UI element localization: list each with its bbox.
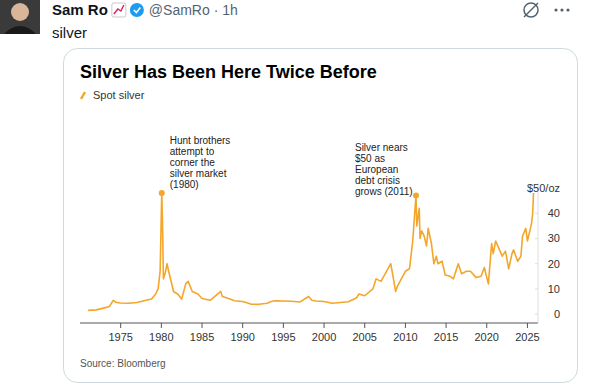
x-tick bbox=[405, 323, 406, 328]
annotation-dot bbox=[159, 190, 165, 196]
avatar-bg bbox=[0, 0, 40, 34]
x-tick-label: 1980 bbox=[149, 331, 173, 343]
badge-circle bbox=[130, 3, 144, 17]
handle: @SamRo · 1h bbox=[149, 2, 238, 18]
grok-icon[interactable] bbox=[524, 3, 538, 17]
more-dot bbox=[566, 8, 569, 11]
chart-title: Silver Has Been Here Twice Before bbox=[80, 62, 377, 82]
x-tick-label: 1990 bbox=[230, 331, 254, 343]
annotation-text: Hunt brothers bbox=[170, 135, 231, 146]
x-tick bbox=[324, 323, 325, 328]
x-tick-label: 1975 bbox=[108, 331, 132, 343]
y-tick-label: 40 bbox=[548, 207, 560, 219]
annotation-text: European bbox=[355, 164, 398, 175]
x-tick-label: 2000 bbox=[312, 331, 336, 343]
y-tick bbox=[535, 213, 538, 214]
annotation-text: Silver nears bbox=[355, 142, 408, 153]
verified-badge bbox=[130, 3, 144, 17]
more-dot bbox=[560, 8, 563, 11]
annotation-text: corner the bbox=[170, 157, 215, 168]
x-axis bbox=[80, 323, 538, 324]
annotation-text: attempt to bbox=[170, 146, 215, 157]
series-line bbox=[88, 193, 533, 310]
emoji-line bbox=[114, 5, 124, 14]
annotation-text: $50 as bbox=[355, 153, 385, 164]
x-tick-label: 2020 bbox=[475, 331, 499, 343]
legend-swatch bbox=[81, 92, 85, 99]
avatar-body bbox=[4, 26, 36, 34]
media-card[interactable] bbox=[64, 49, 578, 383]
annotation-dot bbox=[413, 193, 419, 199]
x-tick bbox=[446, 323, 447, 328]
x-tick-label: 1995 bbox=[271, 331, 295, 343]
y-axis bbox=[538, 183, 539, 323]
y-tick bbox=[535, 263, 538, 264]
x-tick-label: 1985 bbox=[190, 331, 214, 343]
post-text: silver bbox=[52, 24, 87, 41]
y-tick-label: 20 bbox=[548, 258, 560, 270]
x-tick bbox=[364, 323, 365, 328]
author-name[interactable]: Sam Ro bbox=[52, 1, 108, 18]
annotation-text: grows (2011) bbox=[355, 186, 413, 197]
x-tick bbox=[202, 323, 203, 328]
more-icon[interactable] bbox=[554, 8, 569, 11]
emoji-frame bbox=[112, 3, 126, 17]
badge-check bbox=[134, 8, 141, 13]
x-tick-label: 2025 bbox=[515, 331, 539, 343]
emoji-icon bbox=[112, 3, 126, 17]
grok-circle bbox=[524, 3, 538, 17]
y-tick-label: 10 bbox=[548, 283, 560, 295]
plot-area bbox=[88, 193, 533, 310]
avatar-face bbox=[11, 3, 29, 21]
annotation-text: debt crisis bbox=[355, 175, 400, 186]
x-tick bbox=[161, 323, 162, 328]
grok-slash bbox=[524, 3, 538, 17]
more-dot bbox=[554, 8, 557, 11]
y-tick-label: 30 bbox=[548, 232, 560, 244]
y-tick-label: 0 bbox=[554, 308, 560, 320]
source-note: Source: Bloomberg bbox=[80, 358, 166, 369]
x-tick bbox=[527, 323, 528, 328]
annotation-text: silver market bbox=[170, 168, 227, 179]
x-tick-label: 2015 bbox=[434, 331, 458, 343]
x-tick bbox=[283, 323, 284, 328]
x-tick-label: 2010 bbox=[393, 331, 417, 343]
avatar bbox=[0, 0, 40, 34]
y-tick bbox=[535, 238, 538, 239]
x-tick bbox=[242, 323, 243, 328]
legend: Spot silver bbox=[81, 89, 145, 101]
x-tick bbox=[486, 323, 487, 328]
x-tick bbox=[120, 323, 121, 328]
page: Sam Ro @SamRo · 1h silver Silver Has Been H… bbox=[0, 0, 596, 383]
annotation-text: (1980) bbox=[170, 179, 199, 190]
x-tick-label: 2005 bbox=[352, 331, 376, 343]
y-tick-label: $50/oz bbox=[527, 182, 560, 194]
y-tick bbox=[535, 288, 538, 289]
y-tick bbox=[535, 314, 538, 315]
legend-label: Spot silver bbox=[93, 89, 145, 101]
